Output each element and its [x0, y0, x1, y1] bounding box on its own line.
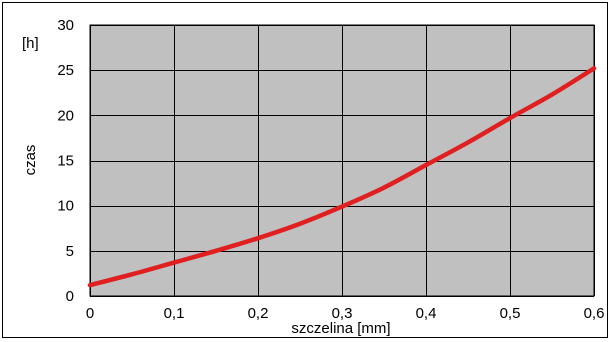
y-tick-label-3: 15 [57, 153, 74, 170]
x-axis-label: szczelina [mm] [291, 320, 390, 337]
series-layer [87, 66, 597, 288]
y-tick-label-5: 25 [57, 62, 74, 79]
y-tick-label-4: 20 [57, 107, 74, 124]
x-tick-label-5: 0,5 [500, 305, 521, 322]
y-tick-labels: 0 5 10 15 20 25 30 [57, 17, 74, 305]
x-tick-label-1: 0,1 [164, 305, 185, 322]
series-line-0 [87, 66, 597, 288]
y-tick-label-1: 5 [66, 243, 74, 260]
x-tick-labels: 0 0,1 0,2 0,3 0,4 0,5 0,6 [86, 305, 605, 322]
y-tick-label-0: 0 [66, 288, 74, 305]
y-tick-label-2: 10 [57, 198, 74, 215]
y-axis-label: czas [22, 145, 39, 176]
x-tick-label-3: 0,3 [332, 305, 353, 322]
x-tick-label-0: 0 [86, 305, 94, 322]
x-tick-label-2: 0,2 [248, 305, 269, 322]
x-tick-label-4: 0,4 [416, 305, 437, 322]
y-unit-label: [h] [22, 35, 39, 52]
y-tick-label-6: 30 [57, 17, 74, 34]
x-tick-label-6: 0,6 [584, 305, 605, 322]
